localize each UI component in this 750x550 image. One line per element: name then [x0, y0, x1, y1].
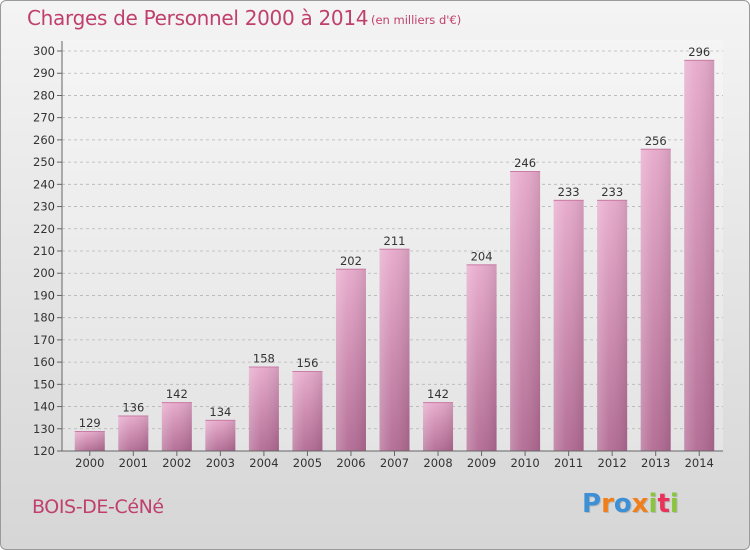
x-tick-label: 2012 — [598, 456, 627, 470]
bar-value-label: 246 — [514, 156, 536, 170]
y-tick-label: 130 — [33, 422, 55, 436]
y-tick-label: 280 — [33, 88, 55, 102]
bar-shade — [118, 415, 149, 451]
bar-shade — [379, 248, 410, 451]
bars: 129 136 142 134 158 156 202 211 142 204 246 233 233 2… — [74, 45, 715, 452]
bar-value-label: 158 — [253, 352, 275, 366]
y-tick-label: 120 — [33, 444, 55, 458]
bar-value-label: 204 — [471, 249, 493, 263]
bar-value-label: 136 — [122, 400, 144, 414]
bar-value-label: 233 — [601, 185, 623, 199]
x-tick-label: 2003 — [206, 456, 235, 470]
y-tick-label: 230 — [33, 200, 55, 214]
x-tick-label: 2014 — [685, 456, 714, 470]
x-tick-label: 2001 — [119, 456, 148, 470]
chart-title: Charges de Personnel 2000 à 2014 — [27, 6, 369, 30]
bar-shade — [248, 366, 279, 451]
commune-name: BOIS-DE-CéNé — [32, 496, 164, 518]
bar-shade — [553, 199, 584, 451]
y-axis: 120 130 140 150 160 170 180 190 200 210 220 230 240 2… — [33, 41, 63, 458]
bar-value-label: 202 — [340, 254, 362, 268]
x-tick-label: 2011 — [554, 456, 583, 470]
bar-shade — [292, 371, 323, 451]
x-tick-label: 2009 — [467, 456, 496, 470]
chart-subtitle: (en milliers d'€) — [371, 13, 462, 27]
bar-shade — [684, 59, 715, 452]
bar-value-label: 256 — [645, 134, 667, 148]
logo-letter: x — [631, 489, 649, 519]
bar-shade — [640, 148, 671, 451]
proxiti-logo: Proxiti — [582, 489, 679, 519]
x-tick-label: 2006 — [336, 456, 365, 470]
bar-shade — [74, 431, 105, 451]
logo-letter: P — [582, 489, 602, 519]
y-tick-label: 210 — [33, 244, 55, 258]
y-tick-label: 260 — [33, 133, 55, 147]
logo-letter: t — [657, 489, 670, 519]
bar-value-label: 296 — [688, 45, 710, 59]
bar-value-label: 129 — [79, 416, 101, 430]
y-tick-label: 290 — [33, 66, 55, 80]
logo-letter: r — [601, 489, 614, 519]
bar-value-label: 156 — [296, 356, 318, 370]
logo-letter: i — [648, 489, 658, 519]
bar-shade — [423, 402, 454, 451]
x-tick-label: 2007 — [380, 456, 409, 470]
x-tick-label: 2000 — [75, 456, 104, 470]
x-tick-label: 2004 — [249, 456, 278, 470]
y-tick-label: 270 — [33, 111, 55, 125]
bar-value-label: 142 — [427, 387, 449, 401]
bar-value-label: 211 — [384, 234, 406, 248]
x-tick-label: 2013 — [641, 456, 670, 470]
y-tick-label: 190 — [33, 288, 55, 302]
x-tick-label: 2008 — [423, 456, 452, 470]
x-axis: 2000 2001 2002 2003 2004 2005 2006 2007 2008 2009… — [62, 450, 723, 470]
y-tick-label: 200 — [33, 266, 55, 280]
bar-shade — [597, 199, 628, 451]
bar-shade — [510, 171, 541, 451]
x-tick-label: 2010 — [510, 456, 539, 470]
y-tick-label: 150 — [33, 377, 55, 391]
y-tick-label: 240 — [33, 177, 55, 191]
y-tick-label: 220 — [33, 222, 55, 236]
bar-shade — [335, 268, 366, 451]
y-tick-label: 250 — [33, 155, 55, 169]
y-tick-label: 180 — [33, 311, 55, 325]
x-tick-label: 2002 — [162, 456, 191, 470]
y-tick-label: 160 — [33, 355, 55, 369]
x-tick-label: 2005 — [293, 456, 322, 470]
y-tick-label: 140 — [33, 400, 55, 414]
bar-value-label: 233 — [558, 185, 580, 199]
bar-value-label: 142 — [166, 387, 188, 401]
bar-value-label: 134 — [209, 405, 231, 419]
bar-shade — [161, 402, 192, 451]
bar-shade — [205, 419, 236, 451]
logo-letter: o — [613, 489, 632, 519]
y-tick-label: 300 — [33, 44, 55, 58]
bar-shade — [466, 264, 497, 451]
logo-letter: i — [669, 489, 679, 519]
y-tick-label: 170 — [33, 333, 55, 347]
